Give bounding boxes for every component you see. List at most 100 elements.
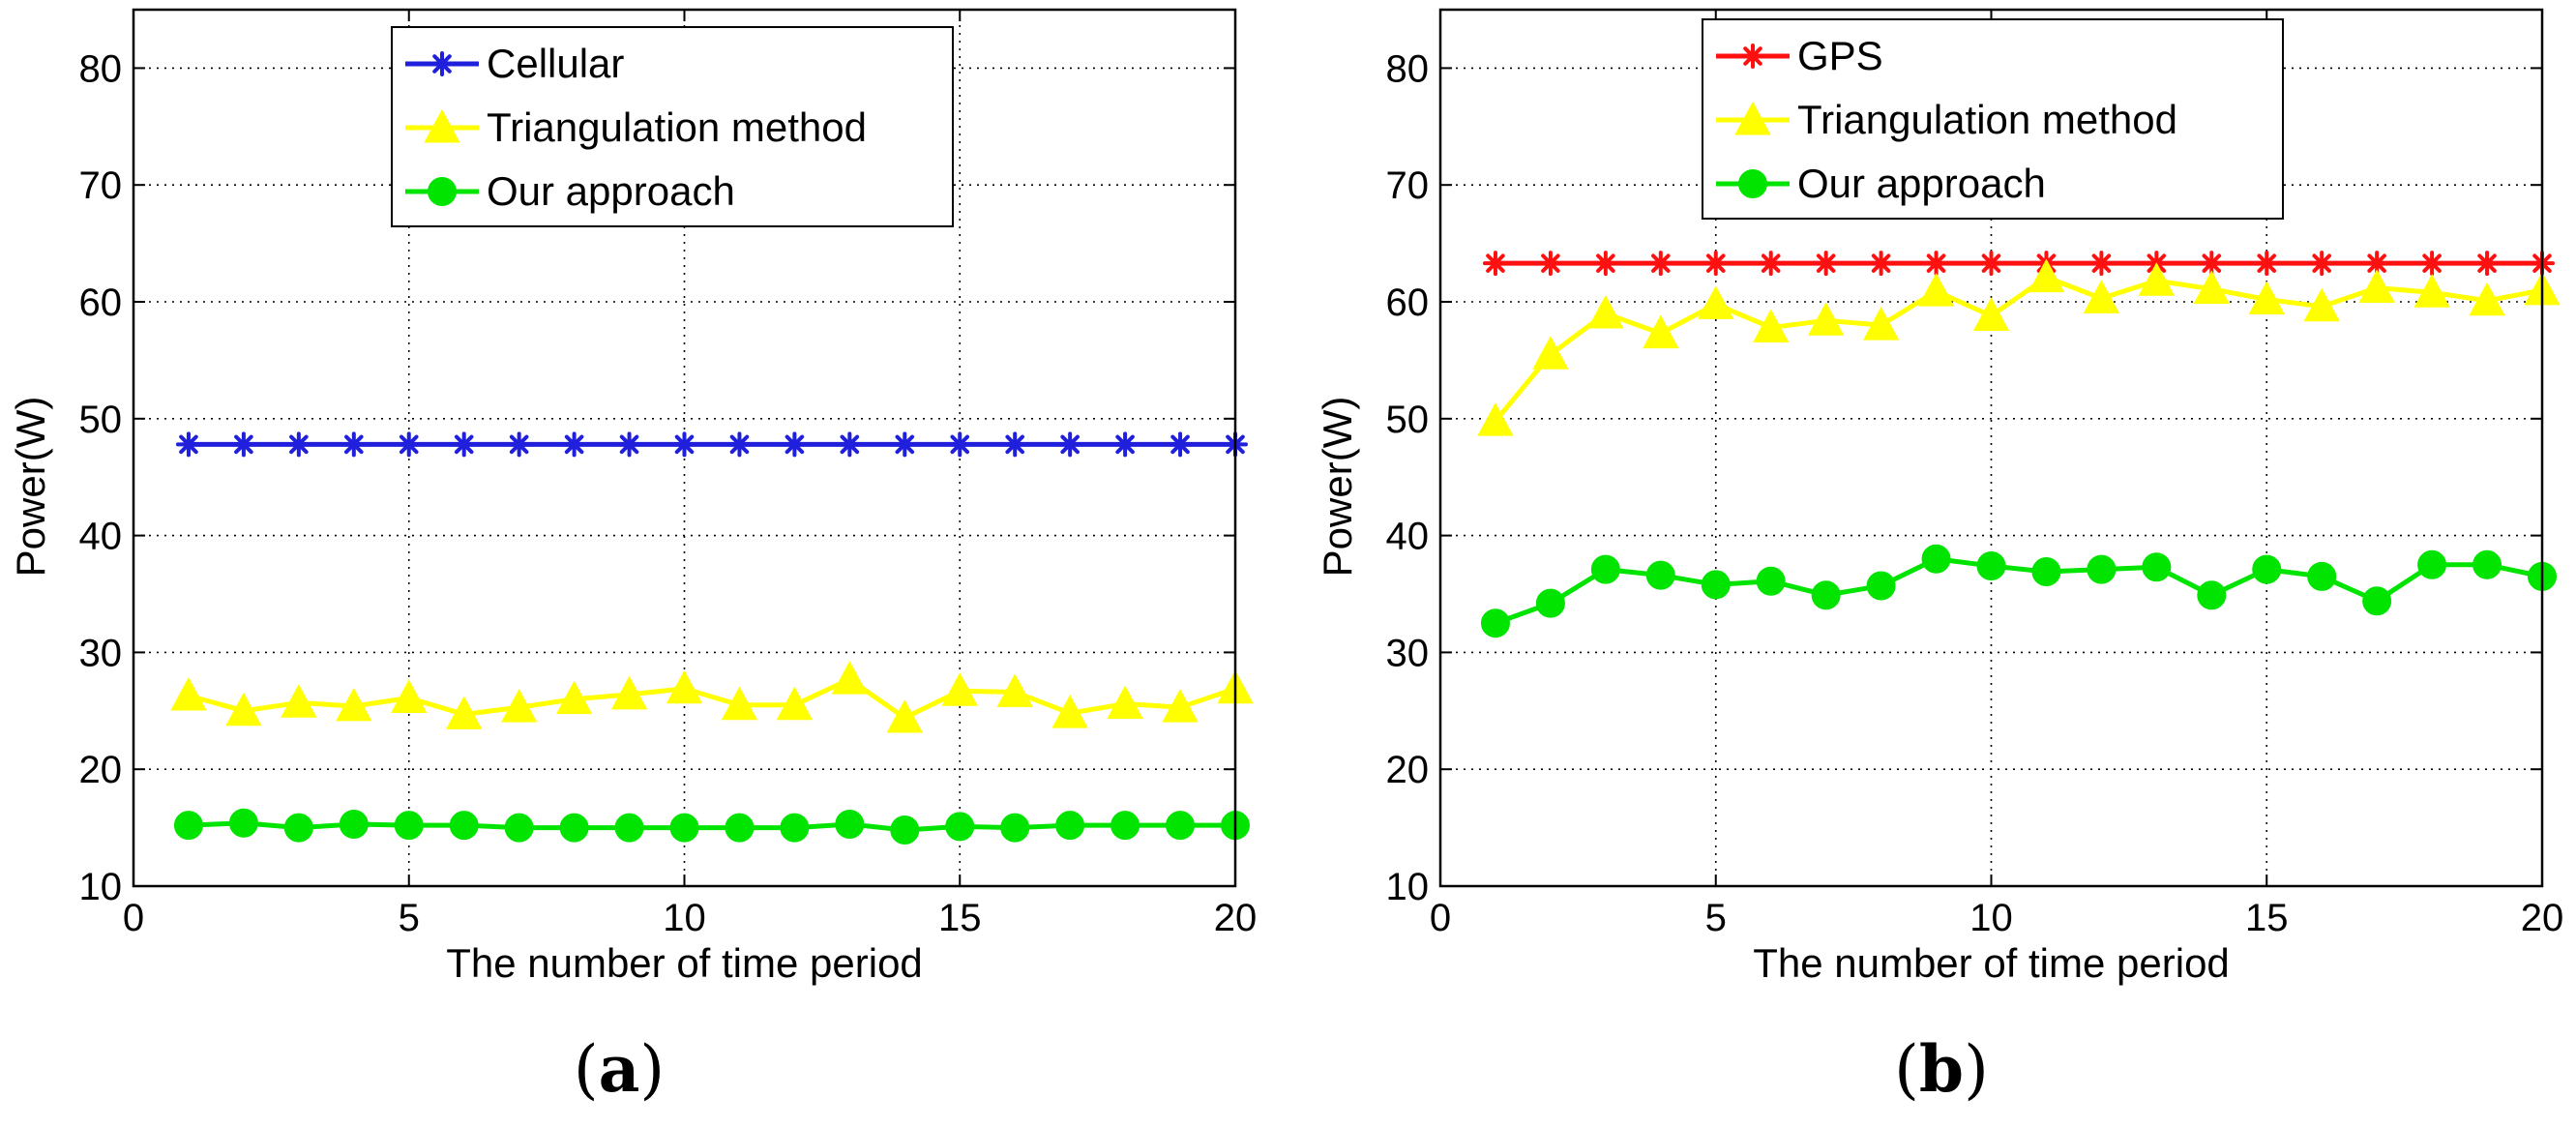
data-point-asterisk [2199, 251, 2225, 277]
data-point-triangle [1643, 314, 1679, 349]
data-point-triangle [1698, 285, 1734, 319]
data-point-asterisk [1482, 251, 1508, 277]
data-point-asterisk [1002, 431, 1028, 458]
panel-label: (a) [574, 1031, 665, 1107]
data-point-circle [1811, 580, 1841, 610]
y-tick-label: 30 [79, 632, 123, 674]
data-point-asterisk [451, 431, 477, 458]
data-point-circle [1110, 811, 1140, 841]
data-point-circle [559, 813, 589, 843]
data-point-triangle [170, 676, 207, 711]
data-point-asterisk [175, 431, 201, 458]
legend-box [391, 26, 954, 227]
data-point-triangle [2138, 262, 2176, 296]
data-point-asterisk [1923, 251, 1949, 277]
data-point-asterisk [671, 431, 697, 458]
data-point-triangle [1807, 302, 1845, 336]
data-point-asterisk [2364, 251, 2390, 277]
data-point-triangle [500, 689, 538, 723]
x-tick-label: 0 [123, 897, 144, 939]
panel-label: (b) [1894, 1031, 1989, 1107]
plot-frame [132, 8, 1237, 888]
y-tick-label: 60 [1386, 282, 1430, 324]
data-point-triangle [2193, 270, 2230, 305]
data-point-triangle [1587, 294, 1624, 329]
y-tick-label: 20 [1386, 749, 1430, 791]
data-point-triangle [1532, 336, 1569, 370]
x-tick-label: 5 [1705, 897, 1727, 939]
x-tick-label: 5 [399, 897, 420, 939]
legend: Cellular Triangulation method Our approach [391, 26, 954, 227]
data-point-circle [2252, 554, 2282, 584]
data-point-triangle [336, 687, 372, 722]
plot-frame [1438, 8, 2544, 888]
x-tick-label: 15 [2245, 897, 2289, 939]
data-point-circle [394, 811, 424, 841]
panel-label-open-paren: ( [1894, 1032, 1919, 1107]
data-point-triangle [2303, 287, 2340, 322]
series-triangulation-method [170, 661, 1254, 733]
legend-marker-triangle [1734, 101, 1771, 135]
data-point-circle [725, 813, 755, 843]
data-point-circle [1645, 560, 1675, 590]
data-point-asterisk [1868, 251, 1894, 277]
data-point-triangle [2083, 280, 2120, 313]
data-point-asterisk [2254, 251, 2280, 277]
data-point-asterisk [396, 431, 422, 458]
y-tick-label: 70 [79, 164, 123, 207]
data-point-asterisk [947, 431, 973, 458]
data-point-triangle [2358, 269, 2395, 303]
data-point-circle [504, 813, 534, 843]
data-point-circle [780, 813, 810, 843]
data-point-circle [1055, 811, 1085, 841]
data-point-asterisk [2419, 251, 2445, 277]
data-point-circle [1480, 608, 1510, 638]
data-point-triangle [776, 686, 814, 721]
panel-label-letter: a [599, 1031, 640, 1107]
data-point-triangle [555, 680, 593, 715]
data-point-circle [1701, 570, 1731, 600]
x-tick-label: 10 [663, 897, 706, 939]
legend-marker-circle [1738, 169, 1767, 198]
x-tick-label: 15 [938, 897, 982, 939]
data-point-triangle [2028, 258, 2065, 293]
data-point-asterisk [1592, 251, 1618, 277]
data-point-asterisk [341, 431, 367, 458]
y-tick-label: 10 [1386, 866, 1430, 908]
panel-label-close-paren: ) [1964, 1032, 1989, 1107]
x-tick-label: 20 [1214, 897, 1258, 939]
data-point-triangle [1917, 273, 1955, 307]
data-point-asterisk [2088, 251, 2115, 277]
y-tick-label: 30 [1386, 632, 1430, 674]
data-point-triangle [610, 675, 648, 710]
y-tick-label: 70 [1386, 164, 1430, 207]
data-point-circle [2031, 557, 2061, 587]
data-point-asterisk [285, 431, 311, 458]
data-point-circle [614, 813, 644, 843]
data-point-asterisk [1647, 251, 1673, 277]
data-point-asterisk [561, 431, 587, 458]
data-point-asterisk [616, 431, 642, 458]
series-triangulation-method [1477, 258, 2561, 436]
data-point-triangle [1051, 695, 1088, 728]
data-point-circle [1866, 571, 1896, 601]
legend: GPS Triangulation method Our approach [1702, 18, 2284, 220]
data-point-circle [228, 808, 258, 838]
y-tick-label: 10 [79, 866, 123, 908]
data-point-asterisk [1057, 431, 1083, 458]
legend-marker-circle [428, 177, 457, 206]
data-point-triangle [2469, 282, 2505, 316]
data-point-circle [2087, 554, 2117, 584]
data-point-asterisk [506, 431, 532, 458]
y-tick-label: 20 [79, 749, 123, 791]
data-point-asterisk [1168, 431, 1194, 458]
data-point-circle [1921, 544, 1951, 574]
data-point-circle [2307, 561, 2337, 591]
data-point-asterisk [230, 431, 256, 458]
legend-label: Triangulation method [1797, 97, 2177, 142]
data-point-circle [1976, 551, 2006, 581]
legend-label: Cellular [487, 41, 624, 86]
chart-b: 0 5 10 15 20 10 20 30 40 50 60 70 80 The number of ti… [1315, 8, 2563, 1107]
data-point-triangle [281, 684, 317, 718]
